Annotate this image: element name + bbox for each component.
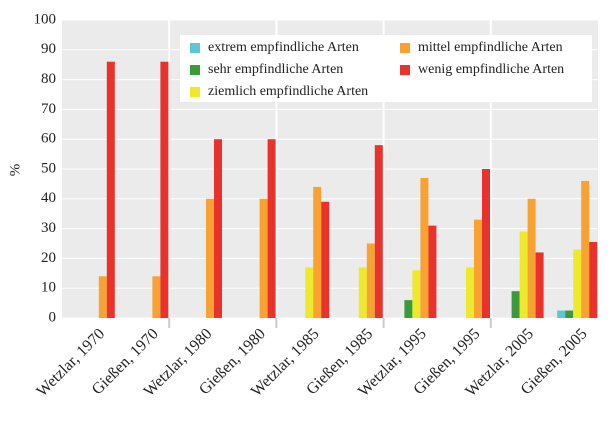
bar — [366, 243, 375, 318]
bar — [321, 201, 330, 318]
bar — [474, 219, 482, 318]
bar — [267, 139, 276, 318]
y-tick-label: 40 — [41, 190, 56, 206]
y-tick-label: 20 — [41, 250, 56, 266]
legend-label: ziemlich empfindliche Arten — [208, 84, 368, 99]
bar — [565, 310, 574, 318]
legend-swatch — [400, 65, 410, 75]
legend-swatch — [400, 43, 410, 53]
y-tick-label: 50 — [41, 160, 56, 176]
legend-label: sehr empfindliche Arten — [208, 62, 343, 77]
y-tick-label: 10 — [41, 280, 56, 296]
y-axis-label: % — [7, 164, 23, 177]
bar — [374, 145, 383, 318]
bar — [535, 252, 544, 318]
legend-swatch — [190, 43, 200, 53]
bar — [206, 198, 214, 318]
bar — [420, 177, 429, 318]
legend-label: extrem empfindliche Arten — [208, 40, 359, 55]
bar — [313, 186, 322, 318]
legend-swatch — [190, 65, 200, 75]
bar — [519, 231, 528, 318]
bar — [466, 267, 474, 318]
y-tick-label: 30 — [41, 220, 56, 236]
bar — [511, 291, 520, 318]
bar — [98, 276, 107, 318]
bar — [527, 198, 536, 318]
y-tick-label: 70 — [41, 101, 56, 117]
legend-swatch — [190, 87, 200, 97]
legend-box — [180, 35, 592, 102]
bar — [573, 249, 582, 318]
y-tick-label: 100 — [34, 11, 57, 27]
legend-label: wenig empfindliche Arten — [418, 62, 564, 77]
y-tick-label: 0 — [49, 309, 57, 325]
bar — [589, 242, 598, 318]
y-tick-label: 60 — [41, 131, 56, 147]
legend-label: mittel empfindliche Arten — [418, 40, 563, 55]
bar — [557, 310, 566, 318]
bar — [358, 267, 367, 318]
bar — [482, 169, 490, 318]
bar — [214, 139, 222, 318]
bar — [428, 225, 437, 318]
bar — [404, 300, 413, 318]
y-tick-label: 80 — [41, 71, 56, 87]
y-tick-label: 90 — [41, 41, 56, 57]
bar — [581, 180, 590, 318]
bar — [160, 61, 169, 318]
bar — [412, 270, 421, 318]
bar — [152, 276, 161, 318]
bar — [305, 267, 314, 318]
bar — [259, 198, 268, 318]
bar — [106, 61, 115, 318]
